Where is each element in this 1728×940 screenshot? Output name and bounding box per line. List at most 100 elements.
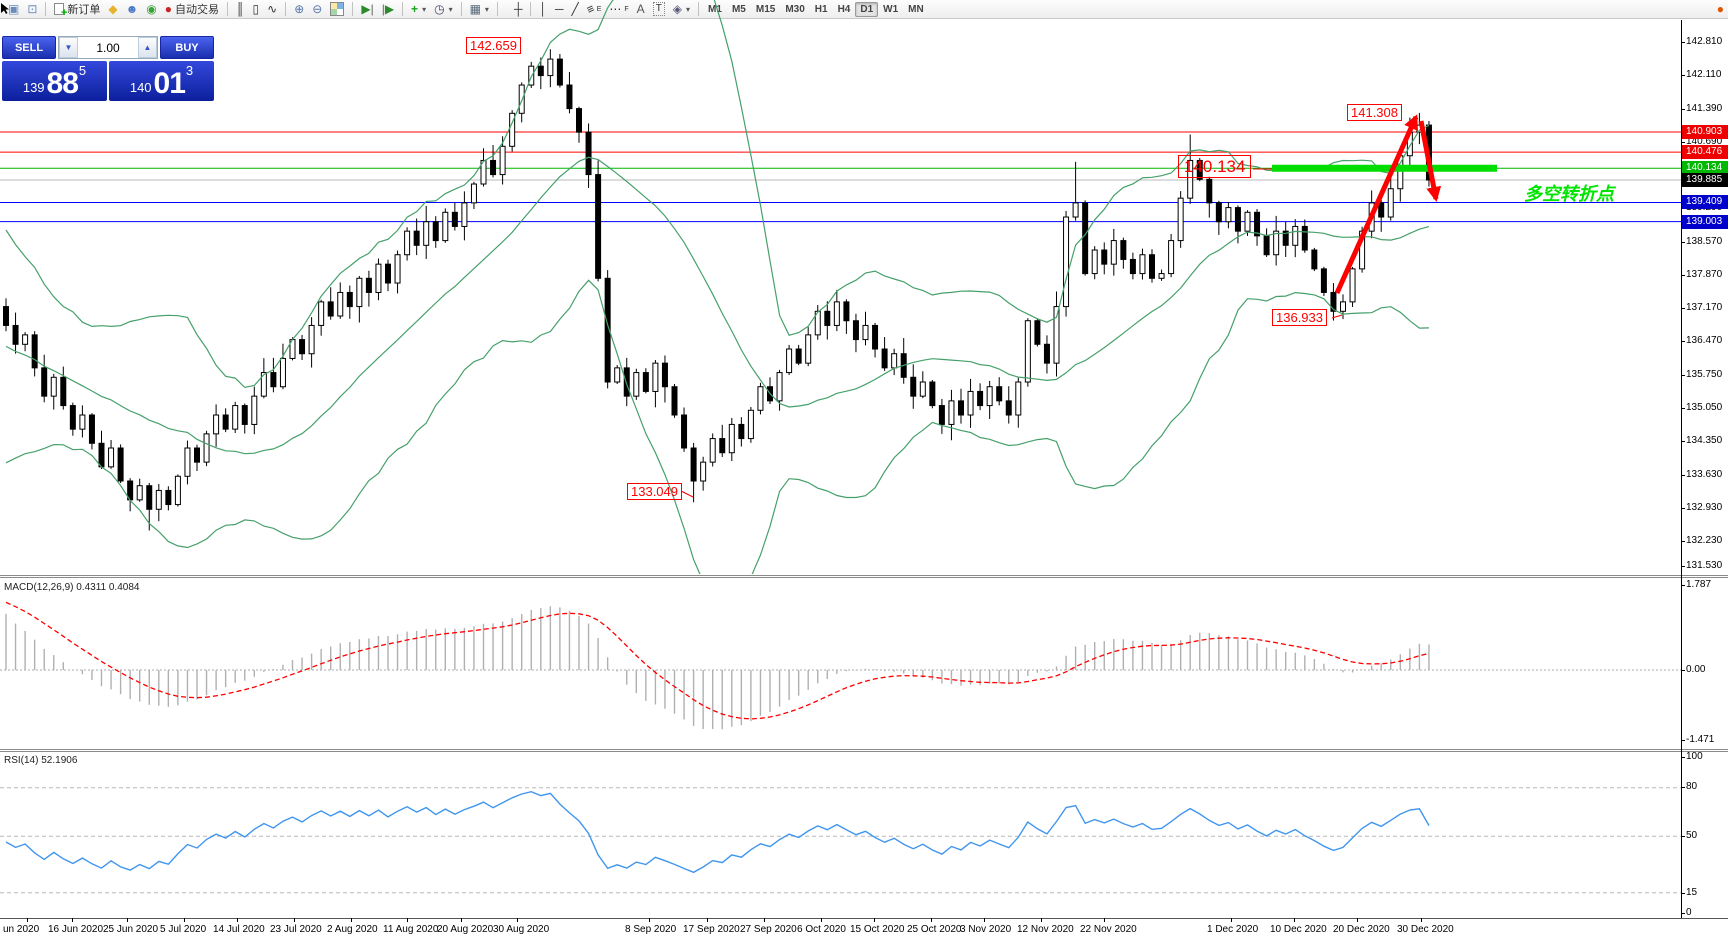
rsi-tick-label: 80 bbox=[1686, 781, 1698, 792]
date-label: 22 Nov 2020 bbox=[1080, 924, 1137, 935]
date-tick bbox=[72, 918, 73, 922]
tf-button-D1[interactable]: D1 bbox=[855, 2, 879, 17]
date-tick bbox=[407, 918, 408, 922]
crosshair-icon[interactable]: ┼ bbox=[513, 2, 523, 16]
shapes-icon[interactable]: ◈ ▾ bbox=[672, 2, 691, 16]
price-badge: 140.476 bbox=[1682, 145, 1728, 160]
tf-button-M15[interactable]: M15 bbox=[755, 4, 776, 15]
date-label: 16 Jun 2020 bbox=[48, 924, 104, 935]
auto-scroll-icon[interactable]: ▶| bbox=[361, 2, 374, 16]
buy-price-big: 01 bbox=[153, 67, 186, 100]
date-label: 20 Aug 2020 bbox=[437, 924, 494, 935]
chart-window-icon[interactable]: ▣ bbox=[8, 2, 20, 16]
profile-icon[interactable]: ◆ bbox=[108, 2, 118, 16]
tf-button-H1[interactable]: H1 bbox=[814, 4, 828, 15]
cursor-icon[interactable] bbox=[1, 1, 510, 17]
text-label-tool-icon[interactable]: T bbox=[649, 1, 669, 17]
price-annotation[interactable]: 141.308 bbox=[1347, 104, 1402, 121]
tf-button-M5[interactable]: M5 bbox=[731, 4, 746, 15]
date-tick bbox=[294, 918, 295, 922]
period-clock-icon[interactable]: ◷ ▾ bbox=[434, 2, 453, 16]
price-badge: 139.409 bbox=[1682, 195, 1728, 210]
price-tick bbox=[1681, 142, 1685, 144]
date-tick bbox=[127, 918, 128, 922]
volume-increase-button[interactable]: ▲ bbox=[138, 37, 157, 58]
price-tick-label: 140.690 bbox=[1686, 136, 1723, 148]
rsi-tick bbox=[1681, 913, 1685, 914]
line-chart-type-icon[interactable]: ∿ bbox=[267, 2, 278, 16]
tf-button-M1[interactable]: M1 bbox=[708, 4, 722, 15]
price-annotation[interactable]: 133.049 bbox=[627, 483, 682, 500]
date-label: 20 Dec 2020 bbox=[1333, 924, 1390, 935]
price-tick bbox=[1681, 407, 1685, 409]
macd-tick bbox=[1681, 670, 1685, 671]
candlestick-type-icon[interactable]: ▯ bbox=[252, 2, 260, 16]
date-tick bbox=[931, 918, 932, 922]
date-tick bbox=[237, 918, 238, 922]
sell-button[interactable]: SELL bbox=[2, 36, 56, 59]
price-annotation[interactable]: 140.134 bbox=[1178, 155, 1252, 178]
tf-button-H4[interactable]: H4 bbox=[837, 4, 851, 15]
zoom-out-icon[interactable]: ⊖ bbox=[312, 2, 323, 16]
date-tick bbox=[351, 918, 352, 922]
price-tick bbox=[1681, 42, 1685, 44]
templates-icon[interactable]: ▦ ▾ bbox=[469, 2, 489, 16]
date-tick bbox=[821, 918, 822, 922]
channel-icon[interactable]: ≡ E bbox=[584, 1, 602, 17]
new-order-button[interactable]: + 新订单 bbox=[50, 1, 104, 19]
chart-shift-icon[interactable]: |▶ bbox=[381, 2, 395, 16]
autotrade-button[interactable]: ● 自动交易 bbox=[161, 1, 223, 17]
macd-pane[interactable] bbox=[0, 578, 1682, 748]
rsi-tick bbox=[1681, 836, 1685, 837]
preview-icon[interactable]: ⊡ bbox=[27, 2, 38, 16]
buy-quote[interactable]: 140 01 3 bbox=[109, 61, 214, 101]
price-badge: 139.003 bbox=[1682, 214, 1728, 229]
volume-decrease-button[interactable]: ▼ bbox=[59, 37, 78, 58]
price-tick bbox=[1681, 440, 1685, 442]
indicators-icon[interactable]: + ▾ bbox=[411, 2, 427, 16]
main-chart[interactable] bbox=[0, 0, 1682, 574]
price-tick-label: 132.930 bbox=[1686, 501, 1723, 513]
tf-button-M30[interactable]: M30 bbox=[785, 4, 805, 15]
volume-value[interactable]: 1.00 bbox=[78, 37, 138, 58]
price-tick-label: 137.870 bbox=[1686, 269, 1723, 280]
signals-icon[interactable]: ◉ bbox=[146, 2, 157, 16]
date-tick bbox=[1357, 918, 1358, 922]
price-annotation[interactable]: 142.659 bbox=[466, 37, 521, 54]
text-tool-icon[interactable]: A bbox=[636, 2, 645, 16]
market-watch-icon[interactable]: ☻ bbox=[125, 2, 139, 16]
toolbar-separator bbox=[698, 2, 700, 16]
toolbar-separator bbox=[227, 2, 229, 16]
sell-quote[interactable]: 139 88 5 bbox=[2, 61, 107, 101]
community-icon[interactable]: ● bbox=[1716, 2, 1724, 16]
toolbar-separator bbox=[530, 2, 532, 16]
price-tick-label: 135.050 bbox=[1686, 401, 1723, 413]
turning-point-note[interactable]: 多空转折点 bbox=[1524, 184, 1614, 204]
date-tick bbox=[1421, 918, 1422, 922]
macd-splitter[interactable] bbox=[0, 575, 1728, 576]
price-tick bbox=[1681, 340, 1685, 342]
buy-button[interactable]: BUY bbox=[160, 36, 214, 59]
rsi-tick-label: 0 bbox=[1686, 907, 1692, 918]
date-tick bbox=[984, 918, 985, 922]
rsi-tick-label: 100 bbox=[1686, 751, 1703, 762]
zoom-in-icon[interactable]: ⊕ bbox=[294, 2, 305, 16]
one-click-trade-panel: SELL ▼ 1.00 ▲ BUY 139 88 5 140 01 3 bbox=[2, 36, 214, 101]
date-label: 10 Dec 2020 bbox=[1270, 924, 1327, 935]
tf-button-MN[interactable]: MN bbox=[908, 4, 924, 15]
trendline-icon[interactable]: ╱ bbox=[571, 2, 579, 16]
date-tick bbox=[649, 918, 650, 922]
fibonacci-icon[interactable]: ⋯ F bbox=[609, 2, 629, 16]
price-annotation[interactable]: 136.933 bbox=[1272, 309, 1327, 326]
price-tick-label: 137.170 bbox=[1686, 301, 1723, 313]
horizontal-line-icon[interactable]: ─ bbox=[554, 2, 564, 16]
rsi-splitter[interactable] bbox=[0, 749, 1728, 750]
vertical-line-icon[interactable]: │ bbox=[539, 2, 547, 16]
tile-windows-icon[interactable] bbox=[326, 1, 348, 17]
date-label: 25 Oct 2020 bbox=[907, 924, 962, 935]
tf-button-W1[interactable]: W1 bbox=[883, 4, 899, 15]
rsi-tick bbox=[1681, 893, 1685, 894]
bar-chart-type-icon[interactable]: ║ bbox=[236, 2, 245, 16]
rsi-pane[interactable] bbox=[0, 752, 1682, 918]
